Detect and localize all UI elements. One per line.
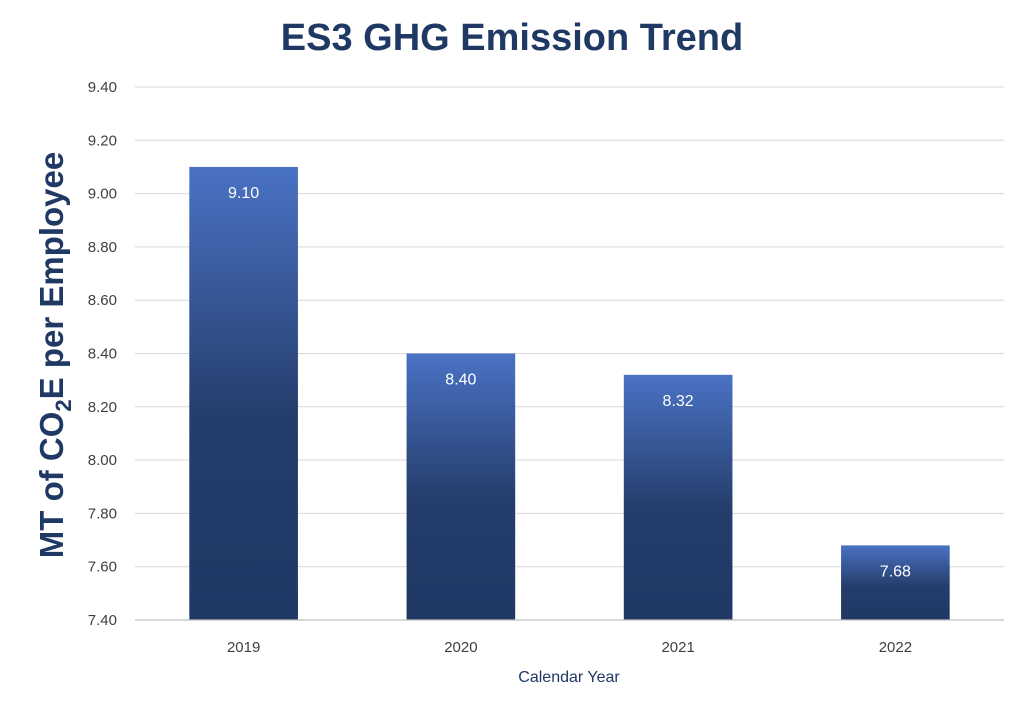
data-label-2022: 7.68 bbox=[880, 563, 911, 580]
bar-2021 bbox=[623, 374, 733, 620]
x-axis-label: Calendar Year bbox=[518, 669, 620, 686]
bar-2022 bbox=[841, 545, 950, 620]
y-axis-label-sub: 2 bbox=[51, 399, 76, 411]
y-tick-label: 8.00 bbox=[88, 452, 117, 469]
y-axis-label-post: E per Employee bbox=[33, 152, 70, 400]
bar-2020 bbox=[406, 353, 516, 620]
x-tick-label: 2022 bbox=[879, 639, 912, 656]
y-tick-label: 7.40 bbox=[88, 612, 117, 629]
y-tick-label: 9.40 bbox=[88, 79, 117, 96]
data-label-2020: 8.40 bbox=[445, 372, 476, 389]
y-axis-label: MT of CO2E per Employee bbox=[33, 152, 76, 559]
y-tick-label: 7.80 bbox=[88, 505, 117, 522]
y-tick-label: 7.60 bbox=[88, 559, 117, 576]
bar-2019 bbox=[189, 166, 298, 620]
y-tick-label: 8.20 bbox=[88, 399, 117, 416]
x-tick-label: 2020 bbox=[444, 639, 477, 656]
y-tick-label: 8.60 bbox=[88, 292, 117, 309]
data-label-2021: 8.32 bbox=[663, 393, 694, 410]
x-tick-label: 2021 bbox=[661, 639, 694, 656]
x-tick-label: 2019 bbox=[227, 639, 260, 656]
data-label-2019: 9.10 bbox=[228, 185, 259, 202]
y-axis-ticks: 7.40 7.60 7.80 8.00 8.20 8.40 8.60 8.80 9.00 9.20… bbox=[88, 79, 117, 629]
data-labels: 9.10 8.40 8.32 7.68 bbox=[228, 185, 911, 580]
x-axis-ticks: 2019 2020 2021 2022 bbox=[227, 639, 912, 656]
y-axis-label-pre: MT of CO bbox=[33, 412, 70, 559]
y-tick-label: 8.80 bbox=[88, 239, 117, 256]
y-tick-label: 8.40 bbox=[88, 346, 117, 363]
y-tick-label: 9.00 bbox=[88, 186, 117, 203]
chart-title: ES3 GHG Emission Trend bbox=[281, 17, 743, 59]
bars bbox=[189, 166, 950, 620]
y-tick-label: 9.20 bbox=[88, 132, 117, 149]
